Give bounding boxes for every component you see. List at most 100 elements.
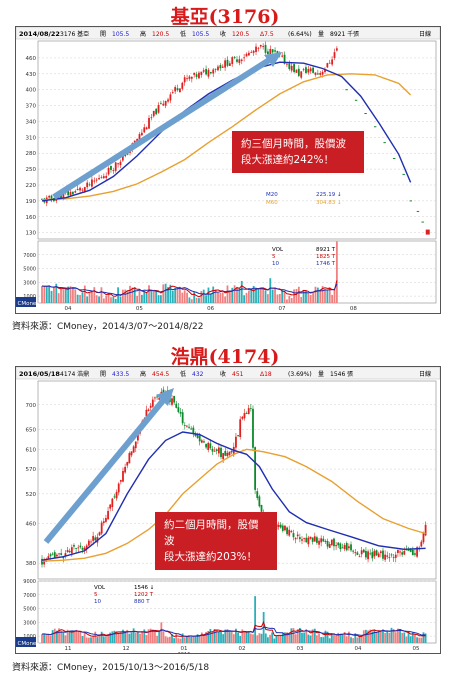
candle-body	[281, 55, 284, 57]
info-vol: 8921 千張	[330, 30, 359, 38]
volume-bar	[111, 631, 114, 643]
volume-bar	[52, 287, 55, 303]
volume-bar	[271, 632, 274, 643]
candle-body	[132, 446, 135, 453]
volume-bar	[188, 635, 190, 643]
volume-bar	[213, 628, 216, 643]
candle-body	[255, 46, 257, 52]
candle-body	[117, 163, 119, 165]
candle-body	[181, 82, 184, 89]
volume-bar	[181, 633, 184, 643]
volume-bar	[221, 292, 224, 303]
volume-bar	[119, 632, 122, 643]
candle-body	[50, 195, 53, 200]
chart2-title: 浩鼎(4174)	[170, 346, 280, 368]
candle-body	[328, 544, 331, 548]
candle-body	[43, 559, 46, 565]
volume-bar	[212, 286, 215, 303]
candle-body	[352, 550, 355, 552]
volume-bar	[284, 632, 286, 643]
volume-bar	[102, 298, 105, 303]
candle-body	[301, 539, 303, 541]
volume-bar	[48, 285, 51, 303]
vol5-legend-value: 1825 T	[316, 254, 336, 260]
info-period: 日線	[419, 30, 431, 38]
candle-body	[162, 103, 165, 106]
volume-bar	[390, 627, 393, 643]
chart1-frame: 2014/08/22 3176 基亞 開 105.5 高 120.5 低 105…	[15, 26, 441, 314]
volume-bar	[328, 287, 331, 303]
candle-body	[245, 413, 248, 414]
volume-bar	[41, 285, 43, 303]
candle-body	[190, 428, 193, 430]
volume-bar	[290, 628, 293, 643]
volume-bar	[414, 634, 416, 643]
candle-body	[171, 398, 173, 405]
vol-tick-label: 5000	[23, 607, 36, 613]
y-tick-label: 250	[26, 167, 37, 173]
candle-body	[422, 532, 425, 543]
info-date: 2014/08/22	[19, 30, 60, 38]
candle-body	[305, 537, 308, 543]
candle-body	[69, 191, 72, 196]
volume-bar	[245, 292, 248, 303]
candle-body	[335, 545, 337, 547]
volume-bar	[115, 631, 118, 643]
volume-bar	[45, 635, 48, 643]
callout-line-2: 段大漲達約242%！	[241, 154, 335, 166]
candle-body	[94, 537, 97, 541]
volume-bar	[149, 628, 152, 643]
volume-bar	[275, 635, 278, 643]
volume-bar	[79, 295, 81, 303]
ma60-legend-name: M60	[266, 200, 278, 206]
volume-bar	[262, 288, 265, 303]
candle-body	[369, 553, 372, 555]
volume-bar	[147, 629, 150, 643]
y-tick-label: 220	[26, 183, 37, 189]
volume-bar	[240, 280, 243, 303]
volume-bar	[279, 634, 282, 643]
volume-bar	[382, 629, 384, 643]
candle-body	[74, 191, 77, 193]
candle-body	[114, 162, 117, 171]
projection-mark	[416, 210, 420, 212]
y-tick-label: 280	[26, 151, 37, 157]
candle-body	[100, 177, 103, 179]
volume-bar	[217, 631, 220, 643]
volume-bar	[83, 285, 86, 303]
candle-body	[238, 59, 241, 63]
volume-bar	[274, 288, 276, 303]
volume-bar	[337, 632, 340, 643]
candle-body	[86, 182, 89, 188]
volume-bar	[220, 631, 222, 643]
chart1-title: 基亞(3176)	[170, 6, 280, 28]
candle-body	[377, 553, 380, 558]
volume-bar	[360, 636, 363, 643]
volume-bar	[401, 632, 404, 643]
volume-bar	[198, 298, 200, 303]
volume-bar	[267, 294, 269, 303]
candle-body	[316, 537, 318, 543]
candle-body	[119, 161, 122, 166]
volume-bar	[356, 637, 359, 643]
candle-body	[424, 524, 427, 536]
volume-bar	[176, 288, 179, 303]
candle-body	[126, 462, 129, 466]
y-tick-label: 310	[26, 135, 37, 141]
x-tick-label: 01	[181, 646, 188, 652]
y-tick-label: 460	[26, 522, 37, 528]
volume-bar	[50, 290, 53, 303]
candle-body	[401, 552, 404, 555]
candle-body	[258, 496, 261, 507]
volume-bar	[114, 298, 117, 303]
candle-body	[209, 443, 212, 449]
candle-body	[93, 180, 96, 182]
volume-bar	[324, 630, 327, 643]
volume-bar	[350, 637, 352, 643]
volume-bar	[200, 632, 203, 643]
volume-bar	[375, 632, 378, 643]
candle-body	[343, 545, 346, 550]
volume-bar	[316, 287, 319, 303]
candle-body	[326, 541, 329, 547]
candle-body	[62, 193, 65, 199]
